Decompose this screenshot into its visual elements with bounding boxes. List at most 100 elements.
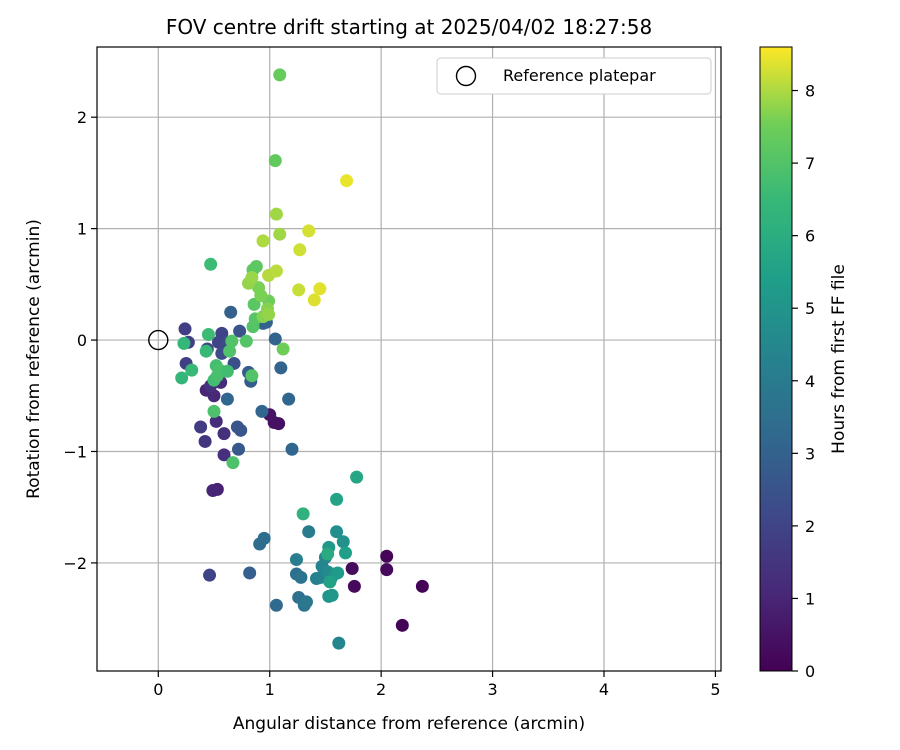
x-tick-label: 3 (487, 680, 497, 699)
colorbar-tick-label: 5 (805, 299, 815, 318)
data-point (299, 595, 313, 609)
data-point (211, 335, 225, 349)
data-point (175, 371, 189, 385)
data-point (226, 456, 240, 470)
data-point (285, 442, 299, 456)
data-point (294, 570, 308, 584)
data-point (269, 264, 283, 278)
data-point (220, 392, 234, 406)
data-point (282, 392, 296, 406)
data-point (323, 575, 337, 589)
data-point (247, 297, 261, 311)
y-axis-ticks: −2 −1 0 1 2 (63, 108, 97, 573)
x-tick-label: 0 (153, 680, 163, 699)
y-tick-label: −2 (63, 554, 87, 573)
plot-frame (96, 46, 722, 672)
legend-open-circle-icon (455, 65, 477, 87)
x-tick-label: 4 (599, 680, 609, 699)
data-point (330, 492, 344, 506)
colorbar-tick-label: 8 (805, 82, 815, 101)
data-point (268, 332, 282, 346)
data-point (269, 598, 283, 612)
colorbar-tick-label: 0 (805, 662, 815, 681)
data-point (243, 566, 257, 580)
colorbar-tick-label: 7 (805, 154, 815, 173)
data-point (292, 283, 306, 297)
data-point (217, 448, 231, 462)
chart-title: FOV centre drift starting at 2025/04/02 … (166, 15, 652, 39)
data-point (185, 363, 199, 377)
reference-marker-group (148, 329, 169, 351)
data-point (313, 282, 327, 296)
legend-entry-label: Reference platepar (503, 66, 656, 85)
colorbar-ticks: 0 1 2 3 4 5 6 7 8 (792, 82, 815, 681)
data-point (338, 546, 352, 560)
y-tick-label: 1 (77, 220, 87, 239)
data-point (239, 334, 253, 348)
data-point (345, 561, 359, 575)
data-point (206, 483, 220, 497)
data-point (201, 327, 215, 341)
data-point (307, 293, 321, 307)
data-point (350, 470, 364, 484)
data-point (224, 305, 238, 319)
data-point (234, 423, 248, 437)
data-point (177, 336, 191, 350)
data-point (293, 243, 307, 257)
y-tick-label: −1 (63, 442, 87, 461)
data-point (199, 344, 213, 358)
data-point (268, 154, 282, 168)
data-point (296, 507, 310, 521)
data-point (289, 553, 303, 567)
data-point (257, 531, 271, 545)
data-points (175, 68, 429, 650)
data-point (225, 334, 239, 348)
grid (97, 47, 721, 671)
data-point (331, 566, 345, 580)
data-point (255, 404, 269, 418)
data-point (203, 568, 217, 582)
data-point (347, 579, 361, 593)
data-point (332, 636, 346, 650)
data-point (249, 260, 263, 274)
data-point (198, 434, 212, 448)
data-point (321, 547, 335, 561)
data-point (330, 525, 344, 539)
data-point (204, 257, 218, 271)
legend: Reference platepar (436, 57, 712, 95)
data-point (220, 364, 234, 378)
y-axis-label: Rotation from reference (arcmin) (24, 219, 44, 499)
colorbar-tick-label: 6 (805, 227, 815, 246)
y-tick-label: 0 (77, 331, 87, 350)
colorbar-gradient (759, 46, 793, 672)
y-tick-label: 2 (77, 108, 87, 127)
data-point (178, 322, 192, 336)
colorbar-label: Hours from first FF file (829, 264, 849, 454)
data-point (273, 68, 287, 82)
data-point (302, 224, 316, 238)
data-point (194, 420, 208, 434)
x-tick-label: 5 (710, 680, 720, 699)
colorbar-tick-label: 4 (805, 372, 815, 391)
data-point (217, 427, 231, 441)
data-point (380, 549, 394, 563)
data-point (245, 369, 259, 383)
data-point (273, 227, 287, 241)
data-point (256, 234, 270, 248)
data-point (232, 442, 246, 456)
legend-box (436, 57, 712, 95)
data-point (262, 307, 276, 321)
data-point (276, 342, 290, 356)
data-point (223, 344, 237, 358)
data-point (325, 588, 339, 602)
data-point (380, 563, 394, 577)
x-tick-label: 1 (265, 680, 275, 699)
data-point (395, 618, 409, 632)
data-point (336, 535, 350, 549)
x-axis-ticks: 0 1 2 3 4 5 (153, 671, 721, 699)
data-point (207, 404, 221, 418)
reference-platepar-marker (148, 329, 169, 351)
data-point (269, 207, 283, 221)
data-point (207, 389, 221, 403)
data-point (340, 174, 354, 188)
